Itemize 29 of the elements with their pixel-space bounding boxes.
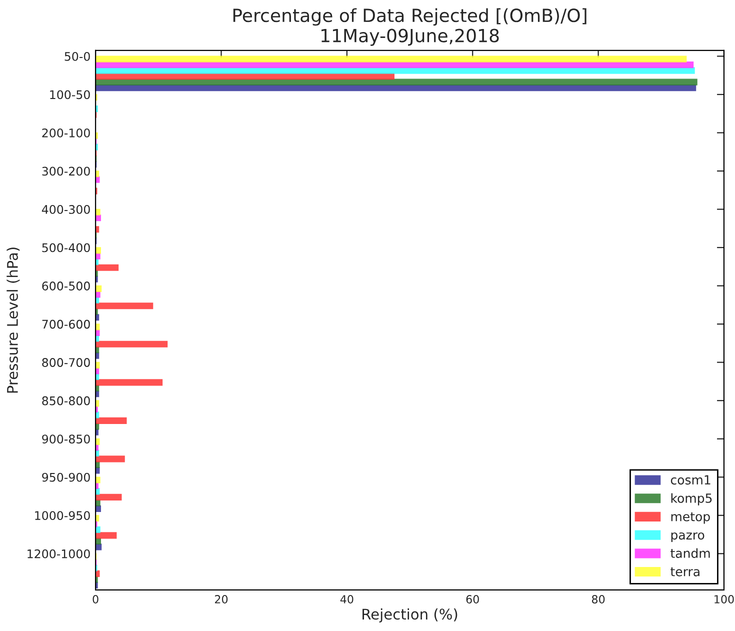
chart-title: Percentage of Data Rejected [(OmB)/O] 11May-09June,2018	[233, 8, 586, 46]
x-tick-label: 20	[214, 595, 228, 604]
y-tick-label: 800-700	[42, 358, 90, 367]
y-tick-label: 100-50	[50, 90, 90, 100]
legend-label: pazro	[671, 532, 704, 542]
x-tick-label: 100	[714, 595, 734, 604]
y-tick-label: 300-200	[42, 166, 90, 176]
y-tick-label: 50-0	[64, 52, 90, 61]
x-tick-label: 0	[92, 595, 98, 604]
x-axis-title: Rejection (%)	[362, 608, 458, 622]
legend-label: terra	[670, 567, 700, 576]
y-tick-label: 1000-950	[35, 511, 90, 520]
legend-label: cosm1	[670, 475, 710, 485]
y-tick-label: 200-100	[42, 128, 90, 138]
y-tick-label: 700-600	[42, 320, 90, 329]
legend-label: komp5	[671, 493, 712, 506]
y-tick-label: 400-300	[42, 204, 90, 214]
legend-label: metop	[671, 512, 710, 524]
y-tick-label: 850-800	[42, 396, 90, 406]
x-tick-label: 40	[340, 595, 354, 604]
x-tick-label: 60	[466, 595, 479, 604]
y-tick-label: 600-500	[42, 282, 90, 290]
y-tick-label: 1200-1000	[28, 549, 90, 558]
y-tick-label: 500-400	[42, 243, 90, 252]
y-axis-title: Pressure Level (hPa)	[6, 248, 20, 393]
y-tick-label: 950-900	[42, 472, 90, 482]
y-tick-label: 900-850	[42, 434, 90, 444]
x-tick-label: 80	[592, 595, 605, 604]
legend-label: tandm	[670, 548, 710, 558]
